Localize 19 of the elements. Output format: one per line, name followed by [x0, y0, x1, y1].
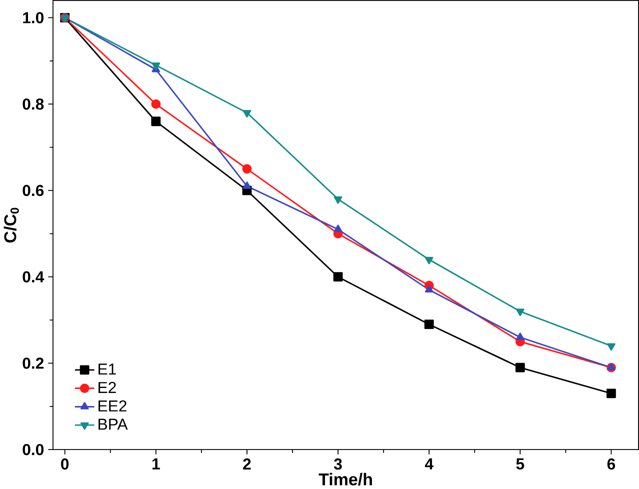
x-tick-label: 2	[243, 458, 251, 470]
x-tick-label: 6	[607, 458, 616, 470]
y-tick-label: 1.0	[23, 12, 44, 24]
x-tick-label: 0	[61, 458, 69, 470]
y-tick-label: 0.0	[22, 444, 44, 456]
y-axis-title: C/C$_{0}$	[4, 208, 19, 242]
x-tick-label: 3	[334, 458, 342, 470]
x-tick-label: 1	[152, 458, 160, 470]
legend-label: EE2	[98, 400, 126, 412]
y-tick-label: 0.2	[22, 357, 44, 369]
x-tick-label: 5	[516, 458, 524, 470]
legend-label: E1	[98, 363, 116, 374]
x-tick-label: 4	[424, 458, 434, 470]
legend-label: E2	[98, 382, 116, 393]
y-tick-label: 0.4	[22, 271, 44, 282]
y-tick-label: 0.6	[22, 184, 44, 196]
legend-label: BPA	[98, 418, 128, 430]
x-axis-title: Time/h	[318, 472, 372, 486]
y-tick-label: 0.8	[22, 98, 44, 110]
